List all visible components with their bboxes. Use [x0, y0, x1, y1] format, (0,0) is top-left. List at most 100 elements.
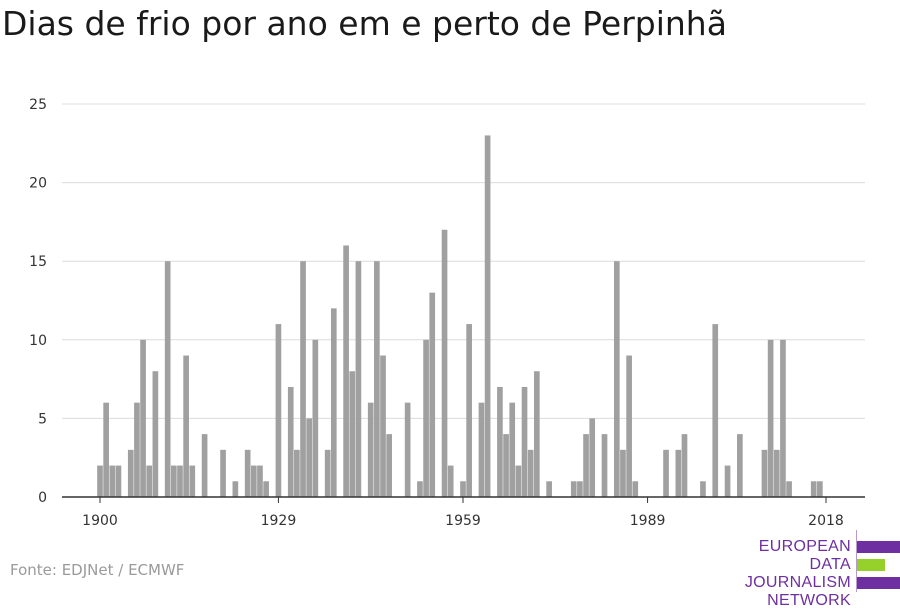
bar-1969: [521, 386, 528, 497]
bar-1968: [515, 465, 522, 497]
x-tick-label: 1929: [261, 513, 297, 529]
x-axis-ticks: 1900 1929 1959 1989 2018: [82, 497, 844, 529]
bar-2002: [724, 465, 731, 497]
source-note: Fonte: EDJNet / ECMWF: [10, 561, 185, 579]
y-axis-ticks: 0 5 10 15 20 25: [29, 97, 47, 506]
x-tick-label: 1989: [630, 513, 666, 529]
bar-1908: [146, 465, 153, 497]
bar-2008: [761, 449, 768, 497]
bar-1944: [367, 402, 374, 497]
bar-1917: [201, 434, 208, 497]
gridlines: [62, 103, 865, 419]
bar-1906: [134, 402, 140, 497]
bar-1942: [355, 261, 362, 497]
bar-1994: [675, 449, 682, 497]
y-tick-label: 15: [29, 254, 47, 270]
bar-1929: [275, 324, 282, 497]
bar-2012: [786, 481, 792, 497]
logo-line-2: DATA JOURNALISM: [744, 556, 851, 591]
bar-1915: [189, 465, 196, 497]
bar-1977: [570, 481, 577, 497]
bar-1987: [632, 481, 639, 497]
x-tick-label: 1959: [445, 513, 481, 529]
bar-1959: [460, 481, 466, 497]
bar-1922: [232, 481, 239, 497]
bar-1931: [287, 386, 294, 497]
bar-1933: [300, 261, 306, 497]
bar-1970: [527, 449, 534, 497]
bar-1962: [478, 402, 485, 497]
bar-1980: [589, 418, 596, 497]
bar-1934: [306, 418, 313, 497]
logo-bar-green: [857, 559, 885, 571]
y-tick-label: 20: [29, 176, 47, 192]
bar-1935: [312, 339, 319, 497]
y-tick-label: 0: [38, 490, 47, 506]
logo-line-1: EUROPEAN: [758, 538, 851, 555]
bar-2011: [780, 339, 786, 497]
bar-1913: [177, 465, 183, 497]
bar-1914: [183, 355, 189, 497]
bar-1952: [417, 481, 423, 497]
bar-1940: [343, 245, 349, 497]
bars: [97, 135, 823, 497]
bar-1954: [429, 292, 436, 497]
bar-1903: [115, 465, 122, 497]
bar-1995: [681, 434, 688, 497]
edjnet-logo: EUROPEAN DATA JOURNALISM NETWORK: [700, 530, 900, 609]
bar-1973: [546, 481, 552, 497]
bar-1950: [404, 402, 411, 497]
bar-1986: [626, 355, 632, 497]
bar-1938: [330, 308, 337, 497]
bar-1900: [97, 465, 103, 497]
bar-1937: [324, 449, 331, 497]
logo-text: EUROPEAN DATA JOURNALISM NETWORK: [700, 538, 851, 610]
bar-2000: [712, 324, 719, 497]
bar-1927: [263, 481, 269, 497]
bar-1984: [613, 261, 620, 497]
bar-2010: [773, 449, 780, 497]
y-tick-label: 5: [38, 411, 47, 427]
bar-1967: [509, 402, 516, 497]
bar-1998: [700, 481, 706, 497]
bar-2016: [810, 481, 817, 497]
x-tick-label: 2018: [808, 513, 844, 529]
bar-1905: [127, 449, 134, 497]
bar-1920: [220, 449, 226, 497]
bar-1925: [250, 465, 257, 497]
bar-1947: [386, 434, 392, 497]
bar-1965: [497, 386, 503, 497]
bar-1912: [171, 465, 177, 497]
bar-2009: [767, 339, 774, 497]
logo-bar-purple-top: [857, 541, 900, 553]
bar-1953: [423, 339, 429, 497]
bar-1945: [374, 261, 380, 497]
logo-bar-purple-bottom: [857, 577, 900, 589]
bar-1978: [577, 481, 583, 497]
bar-1992: [663, 449, 669, 497]
bar-1932: [294, 449, 300, 497]
bar-1907: [140, 339, 146, 497]
y-tick-label: 25: [29, 97, 47, 113]
bar-1902: [109, 465, 116, 497]
bar-2017: [817, 481, 823, 497]
x-tick-label: 1900: [82, 513, 118, 529]
bar-1956: [441, 229, 448, 497]
bar-1963: [484, 135, 491, 497]
bar-1979: [583, 434, 589, 497]
bar-1985: [620, 449, 626, 497]
bar-1966: [503, 434, 509, 497]
logo-line-3: NETWORK: [767, 592, 851, 609]
bar-1901: [103, 402, 109, 497]
bar-1982: [601, 434, 608, 497]
chart-title: Dias de frio por ano em e perto de Perpi…: [2, 4, 727, 43]
bar-1971: [534, 371, 540, 497]
bar-1957: [447, 465, 454, 497]
bar-2004: [737, 434, 743, 497]
logo-divider: [856, 530, 857, 592]
bar-1926: [257, 465, 263, 497]
y-tick-label: 10: [29, 333, 47, 349]
bar-1909: [152, 371, 159, 497]
bar-1960: [466, 324, 472, 497]
